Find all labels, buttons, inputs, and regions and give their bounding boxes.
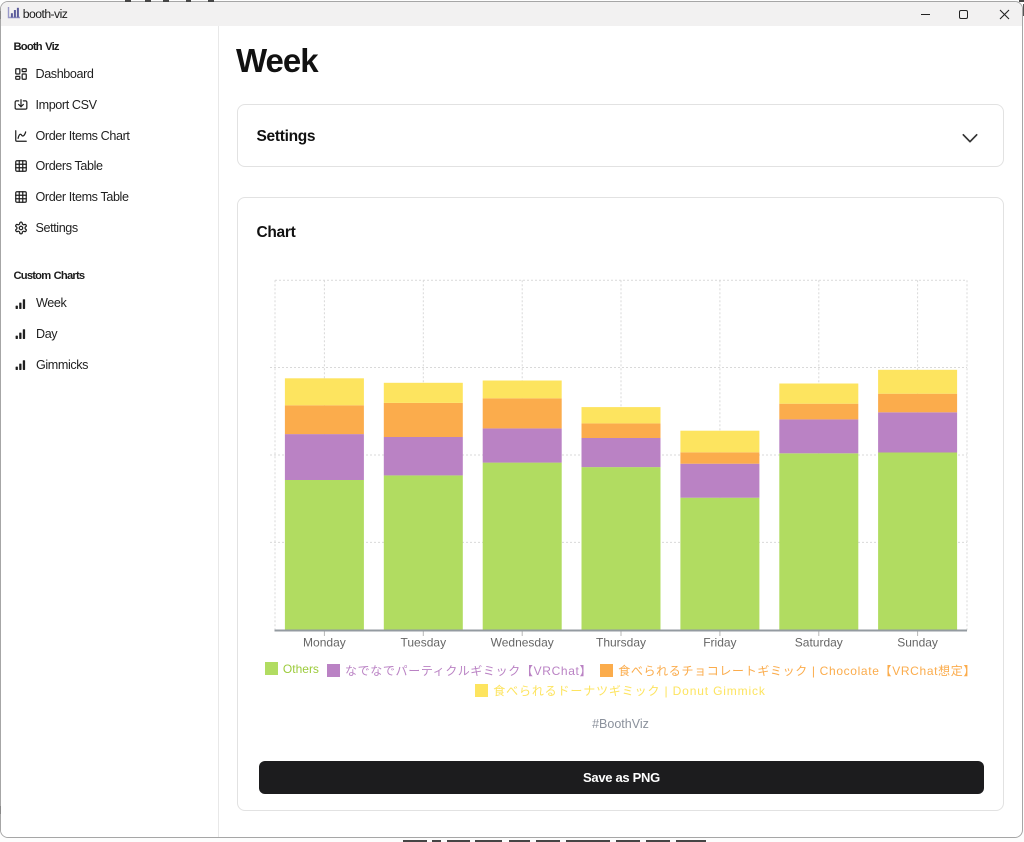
svg-text:Tuesday: Tuesday: [401, 635, 447, 649]
svg-text:Sunday: Sunday: [897, 635, 938, 649]
svg-text:Saturday: Saturday: [795, 635, 843, 649]
svg-text:Friday: Friday: [703, 635, 736, 649]
svg-text:Thursday: Thursday: [596, 635, 646, 649]
svg-text:Monday: Monday: [303, 635, 346, 649]
svg-text:Wednesday: Wednesday: [491, 635, 554, 649]
